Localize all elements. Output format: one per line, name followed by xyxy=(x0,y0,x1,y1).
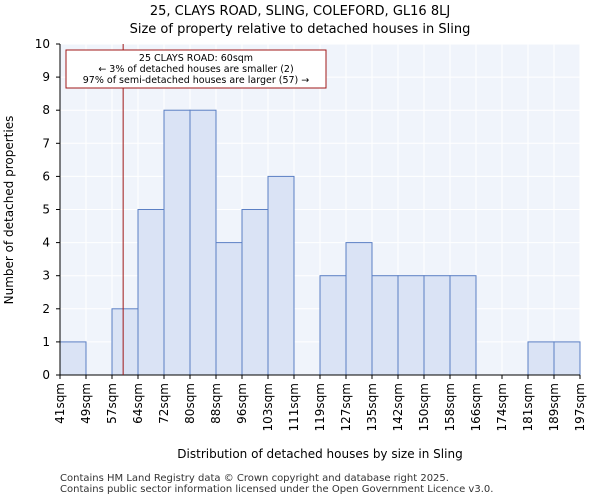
y-tick-label: 4 xyxy=(42,236,50,250)
y-tick-label: 8 xyxy=(42,103,50,117)
x-tick-label: 49sqm xyxy=(79,383,93,424)
histogram-bar xyxy=(397,275,425,376)
y-tick-label: 3 xyxy=(42,269,50,283)
histogram-bar xyxy=(163,109,191,376)
y-tick-label: 5 xyxy=(42,203,50,217)
x-tick-label: 41sqm xyxy=(53,383,67,424)
histogram-bar xyxy=(449,275,477,376)
histogram-bar xyxy=(137,209,165,376)
histogram-bar xyxy=(215,242,243,376)
x-tick-label: 150sqm xyxy=(417,383,431,431)
y-axis-label: Number of detached properties xyxy=(2,116,16,305)
x-tick-label: 80sqm xyxy=(183,383,197,424)
chart-title: 25, CLAYS ROAD, SLING, COLEFORD, GL16 8L… xyxy=(149,4,451,19)
x-tick-label: 111sqm xyxy=(287,383,301,431)
histogram-bar xyxy=(267,175,295,376)
x-tick-label: 127sqm xyxy=(339,383,353,431)
x-tick-label: 135sqm xyxy=(365,383,379,431)
y-tick-label: 7 xyxy=(42,136,50,150)
marker-annotation: 25 CLAYS ROAD: 60sqm ← 3% of detached ho… xyxy=(65,49,327,89)
x-tick-label: 197sqm xyxy=(573,383,587,431)
x-tick-label: 142sqm xyxy=(391,383,405,431)
x-tick-label: 88sqm xyxy=(209,383,223,424)
x-tick-label: 119sqm xyxy=(313,383,327,431)
x-tick-label: 72sqm xyxy=(157,383,171,424)
histogram-bar xyxy=(111,308,139,376)
histogram-bar xyxy=(553,341,581,376)
x-tick-label: 166sqm xyxy=(469,383,483,431)
histogram-bar xyxy=(345,242,373,376)
histogram-bar xyxy=(319,275,347,376)
annotation-box xyxy=(65,49,327,89)
x-axis-label: Distribution of detached houses by size … xyxy=(177,447,462,461)
x-tick-label: 174sqm xyxy=(495,383,509,431)
x-tick-label: 57sqm xyxy=(105,383,119,424)
footer-line-2: Contains public sector information licen… xyxy=(60,484,494,495)
histogram-bar xyxy=(241,209,269,376)
x-tick-label: 158sqm xyxy=(443,383,457,431)
x-tick-label: 96sqm xyxy=(235,383,249,424)
y-tick-label: 9 xyxy=(42,70,50,84)
y-tick-label: 10 xyxy=(35,37,50,51)
histogram-bar xyxy=(59,341,87,376)
histogram-bar xyxy=(423,275,451,376)
x-tick-label: 189sqm xyxy=(547,383,561,431)
histogram-bar xyxy=(371,275,399,376)
histogram-bar xyxy=(189,109,217,376)
footer-line-1: Contains HM Land Registry data © Crown c… xyxy=(60,473,449,484)
y-tick-label: 2 xyxy=(42,302,50,316)
chart-subtitle: Size of property relative to detached ho… xyxy=(129,22,471,37)
annotation-line-1: 25 CLAYS ROAD: 60sqm xyxy=(139,53,253,64)
y-tick-label: 1 xyxy=(42,335,50,349)
annotation-line-2: ← 3% of detached houses are smaller (2) xyxy=(98,64,293,75)
y-tick-label: 0 xyxy=(42,368,50,382)
x-tick-label: 181sqm xyxy=(521,383,535,431)
y-tick-label: 6 xyxy=(42,169,50,183)
histogram-bar xyxy=(527,341,555,376)
x-tick-label: 103sqm xyxy=(261,383,275,431)
x-tick-label: 64sqm xyxy=(131,383,145,424)
annotation-line-3: 97% of semi-detached houses are larger (… xyxy=(83,75,310,86)
